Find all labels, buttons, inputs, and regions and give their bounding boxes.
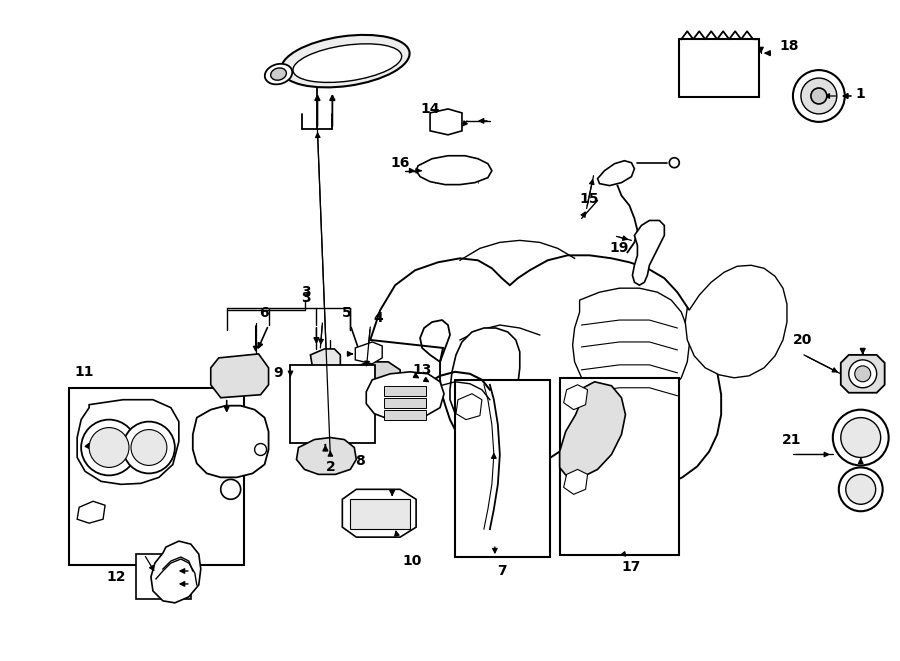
Polygon shape [563, 385, 588, 410]
Polygon shape [211, 354, 268, 398]
Text: 15: 15 [580, 192, 599, 206]
Polygon shape [430, 109, 462, 135]
Polygon shape [633, 221, 664, 285]
Polygon shape [193, 406, 268, 477]
Ellipse shape [839, 467, 883, 511]
Text: 12: 12 [106, 570, 126, 584]
Text: 2: 2 [326, 461, 335, 475]
Text: 14: 14 [420, 102, 440, 116]
Text: 21: 21 [782, 432, 802, 447]
Polygon shape [77, 400, 179, 485]
Text: 20: 20 [793, 333, 813, 347]
Ellipse shape [293, 44, 401, 83]
Text: 4: 4 [374, 311, 383, 325]
Text: 9: 9 [274, 366, 284, 380]
Polygon shape [310, 349, 340, 373]
Polygon shape [151, 541, 201, 603]
Polygon shape [296, 438, 356, 475]
Ellipse shape [670, 158, 680, 168]
Bar [136, 554, 191, 599]
Polygon shape [456, 394, 482, 420]
Bar [291, 365, 375, 442]
Bar [560, 378, 680, 555]
Ellipse shape [89, 428, 129, 467]
Bar [384, 410, 426, 420]
Ellipse shape [849, 360, 877, 388]
Ellipse shape [832, 410, 888, 465]
Polygon shape [560, 382, 625, 477]
Ellipse shape [123, 422, 175, 473]
Ellipse shape [281, 35, 410, 87]
Text: 1: 1 [856, 87, 866, 101]
Text: 3: 3 [301, 285, 310, 299]
Text: 17: 17 [622, 560, 641, 574]
Polygon shape [348, 362, 400, 402]
Polygon shape [598, 161, 634, 186]
Text: 18: 18 [779, 39, 798, 53]
Polygon shape [342, 489, 416, 537]
Ellipse shape [855, 366, 870, 382]
Polygon shape [685, 265, 787, 378]
Bar [680, 39, 759, 97]
Ellipse shape [801, 78, 837, 114]
Bar [350, 499, 410, 529]
Bar [384, 386, 426, 396]
Bar [69, 388, 244, 565]
Text: 11: 11 [75, 365, 94, 379]
Polygon shape [572, 288, 689, 403]
Ellipse shape [255, 444, 266, 455]
Text: 7: 7 [497, 564, 507, 578]
Ellipse shape [811, 88, 827, 104]
Text: 19: 19 [610, 241, 629, 255]
Polygon shape [841, 355, 885, 393]
Text: 8: 8 [356, 455, 365, 469]
Text: 10: 10 [402, 554, 422, 568]
Polygon shape [356, 342, 382, 364]
Text: 3: 3 [301, 291, 310, 305]
Ellipse shape [131, 430, 166, 465]
Polygon shape [366, 372, 444, 420]
Polygon shape [450, 328, 520, 444]
Ellipse shape [841, 418, 881, 457]
Polygon shape [370, 255, 721, 491]
Text: 16: 16 [391, 156, 410, 170]
Ellipse shape [846, 475, 876, 504]
Text: 5: 5 [341, 306, 351, 320]
Ellipse shape [271, 68, 286, 80]
Polygon shape [77, 501, 105, 524]
Bar [455, 380, 550, 557]
Text: 6: 6 [259, 306, 268, 320]
Polygon shape [416, 156, 492, 184]
Polygon shape [563, 469, 588, 494]
Ellipse shape [793, 70, 845, 122]
Ellipse shape [81, 420, 137, 475]
Bar [384, 398, 426, 408]
Ellipse shape [220, 479, 240, 499]
Text: 13: 13 [412, 363, 432, 377]
Ellipse shape [265, 64, 292, 85]
